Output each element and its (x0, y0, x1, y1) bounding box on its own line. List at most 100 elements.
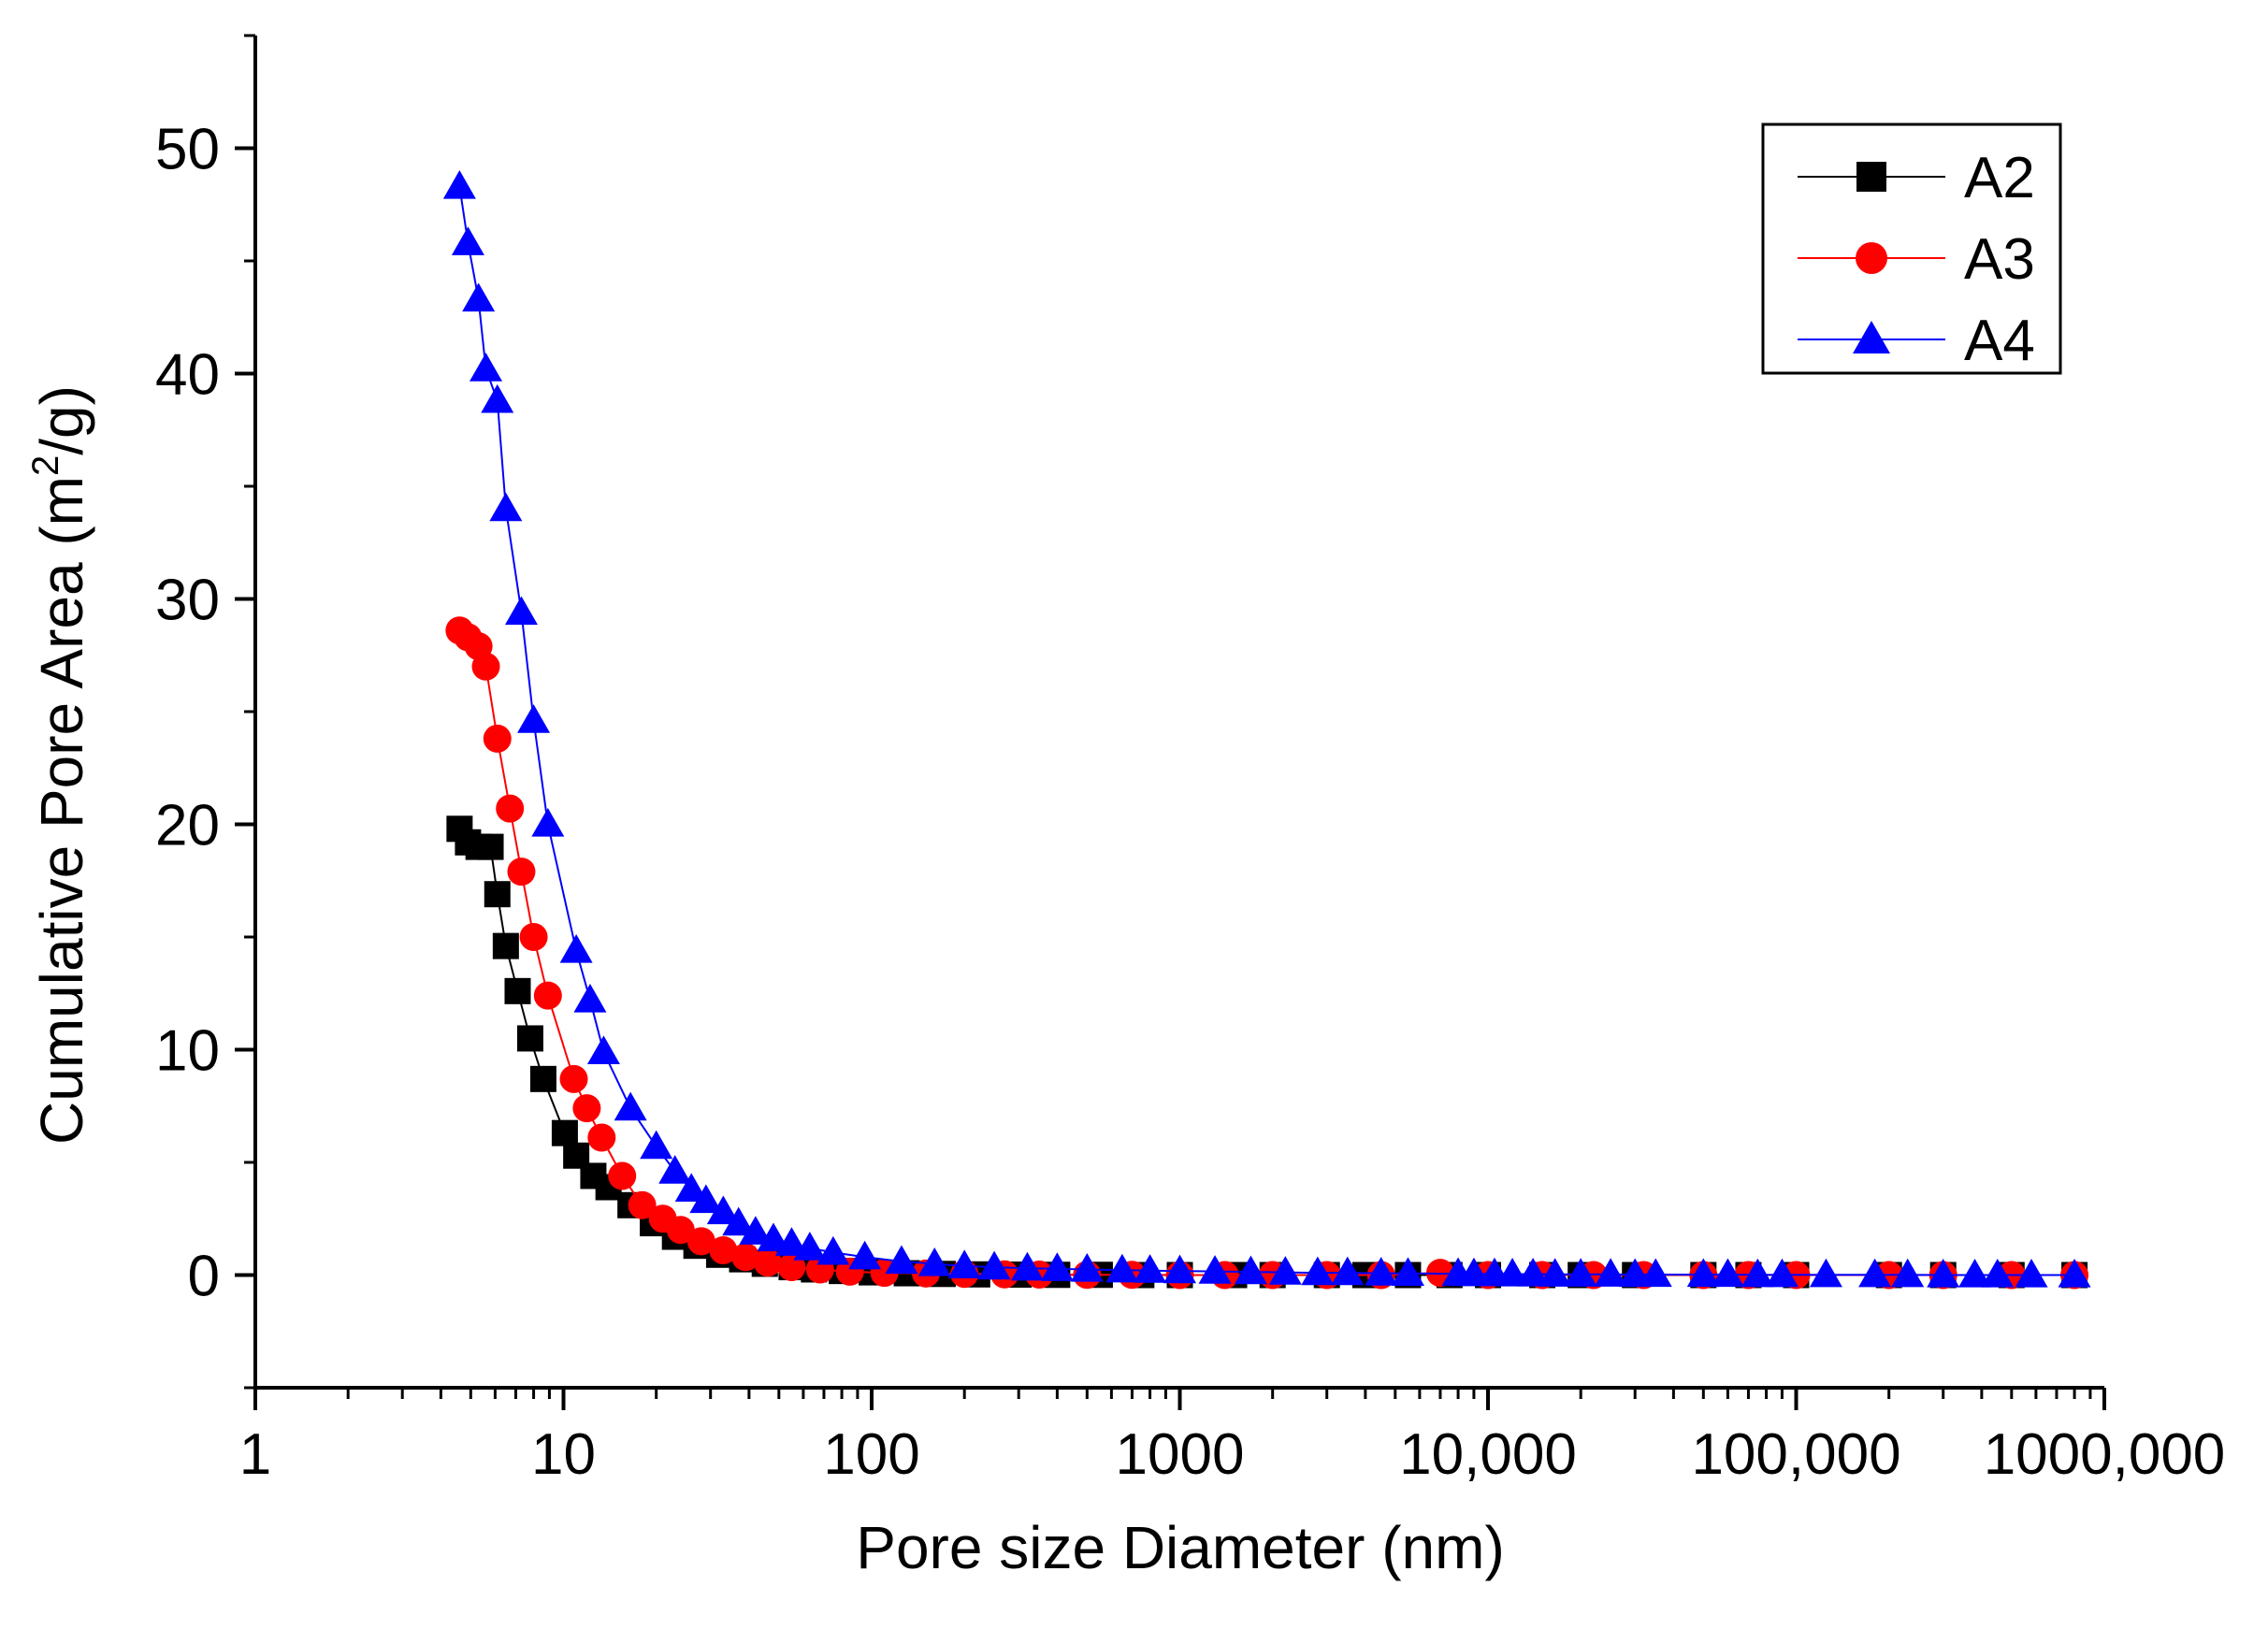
x-axis-title: Pore size Diameter (nm) (856, 1514, 1505, 1581)
data-point-a2 (484, 881, 511, 908)
data-point-a4 (2058, 1259, 2091, 1288)
data-point-a4 (1927, 1259, 1960, 1288)
data-point-a3 (709, 1235, 738, 1264)
data-point-a4 (517, 704, 551, 733)
data-point-a4 (442, 169, 476, 199)
data-point-a4 (1391, 1257, 1424, 1286)
x-tick-label: 1000,000 (1984, 1422, 2226, 1487)
data-point-a4 (1891, 1258, 1925, 1288)
legend-marker-a4 (1853, 321, 1890, 353)
data-point-a4 (1858, 1258, 1892, 1288)
legend-label-a2: A2 (1964, 146, 2035, 210)
data-point-a4 (2015, 1259, 2048, 1288)
data-point-a3 (471, 652, 500, 681)
x-tick-label: 10,000 (1399, 1422, 1577, 1487)
axes: 0 10 20 30 40 50 1 10 100 1000 10,000 100,000 1000,0… (155, 34, 2226, 1487)
data-point-a2 (529, 1065, 556, 1092)
data-point-a4 (1457, 1257, 1491, 1287)
data-point-a4 (917, 1247, 951, 1276)
data-point-a2 (516, 1025, 543, 1052)
data-point-a4 (1495, 1258, 1529, 1287)
data-point-a4 (674, 1173, 708, 1203)
data-point-a2 (477, 833, 504, 860)
data-point-a2 (492, 932, 519, 959)
data-point-a3 (587, 1123, 616, 1152)
x-tick-label: 1 (239, 1422, 271, 1487)
data-point-a4 (1538, 1258, 1572, 1287)
data-point-a4 (489, 492, 523, 522)
data-point-a4 (1010, 1251, 1044, 1281)
data-point-a4 (977, 1250, 1011, 1280)
data-point-a4 (774, 1227, 808, 1256)
x-tick-label: 10 (531, 1422, 596, 1487)
data-point-a4 (1070, 1252, 1104, 1282)
series-a4 (442, 169, 2091, 1288)
data-point-a4 (1594, 1258, 1627, 1287)
data-point-a3 (507, 858, 536, 887)
y-tick-label: 20 (155, 794, 220, 858)
legend-marker-a3 (1856, 242, 1887, 274)
data-point-a4 (1516, 1258, 1550, 1287)
y-axis-title-end: /g) (28, 385, 95, 455)
data-point-a4 (793, 1232, 827, 1261)
y-tick-label: 0 (188, 1245, 220, 1309)
legend: A2 A3 A4 (1761, 123, 2062, 375)
data-point-a4 (1686, 1258, 1720, 1288)
data-point-a4 (1105, 1253, 1139, 1283)
data-point-a3 (731, 1243, 760, 1272)
data-point-a3 (496, 794, 525, 823)
y-axis-title: Cumulative Pore Area (m2/g) (25, 385, 95, 1145)
data-point-a4 (462, 282, 496, 312)
y-tick-label: 40 (155, 343, 220, 408)
data-point-a4 (658, 1155, 692, 1184)
y-tick-label: 50 (155, 118, 220, 182)
data-point-a3 (559, 1064, 588, 1093)
data-point-a4 (1331, 1256, 1365, 1286)
data-point-a3 (686, 1227, 715, 1256)
y-tick-label: 10 (155, 1019, 220, 1084)
data-point-a4 (640, 1130, 673, 1160)
data-point-a4 (504, 596, 538, 626)
data-point-a4 (1741, 1258, 1774, 1288)
data-point-a4 (586, 1035, 620, 1065)
data-point-a4 (1040, 1252, 1074, 1281)
data-point-a4 (469, 353, 503, 382)
data-point-a3 (483, 724, 512, 753)
data-point-a3 (628, 1190, 657, 1219)
data-point-a4 (481, 383, 514, 413)
legend-label-a4: A4 (1964, 309, 2035, 373)
legend-marker-a2 (1856, 162, 1886, 192)
data-point-a3 (753, 1248, 782, 1277)
data-point-a4 (1809, 1258, 1842, 1288)
legend-label-a3: A3 (1964, 227, 2035, 292)
y-axis-title-main: Cumulative Pore Area (m (28, 476, 95, 1145)
data-point-a4 (1268, 1256, 1302, 1285)
data-point-a3 (519, 923, 548, 951)
data-point-a4 (722, 1206, 756, 1236)
series-line-a3 (458, 629, 2075, 1276)
y-tick-label: 30 (155, 569, 220, 633)
data-point-a2 (551, 1119, 578, 1146)
y-axis-title-superscript: 2 (25, 455, 66, 476)
data-point-a4 (706, 1195, 740, 1225)
legend-box (1761, 123, 2062, 375)
data-point-a4 (1198, 1255, 1232, 1284)
series-a2 (446, 815, 2088, 1289)
data-point-a4 (1981, 1259, 2015, 1288)
data-point-a4 (816, 1235, 850, 1265)
data-point-a4 (1234, 1255, 1267, 1285)
x-tick-label: 100 (823, 1422, 919, 1487)
series-layer (442, 169, 2091, 1290)
data-point-a4 (1163, 1254, 1196, 1284)
data-point-a4 (739, 1216, 773, 1245)
data-point-a4 (1765, 1258, 1799, 1288)
data-point-a4 (559, 933, 593, 963)
data-point-a3 (533, 981, 562, 1010)
data-point-a4 (1301, 1256, 1335, 1286)
data-point-a4 (1134, 1254, 1167, 1283)
data-point-a4 (1958, 1259, 1992, 1288)
data-point-a4 (1365, 1257, 1398, 1286)
data-point-a3 (572, 1094, 601, 1123)
